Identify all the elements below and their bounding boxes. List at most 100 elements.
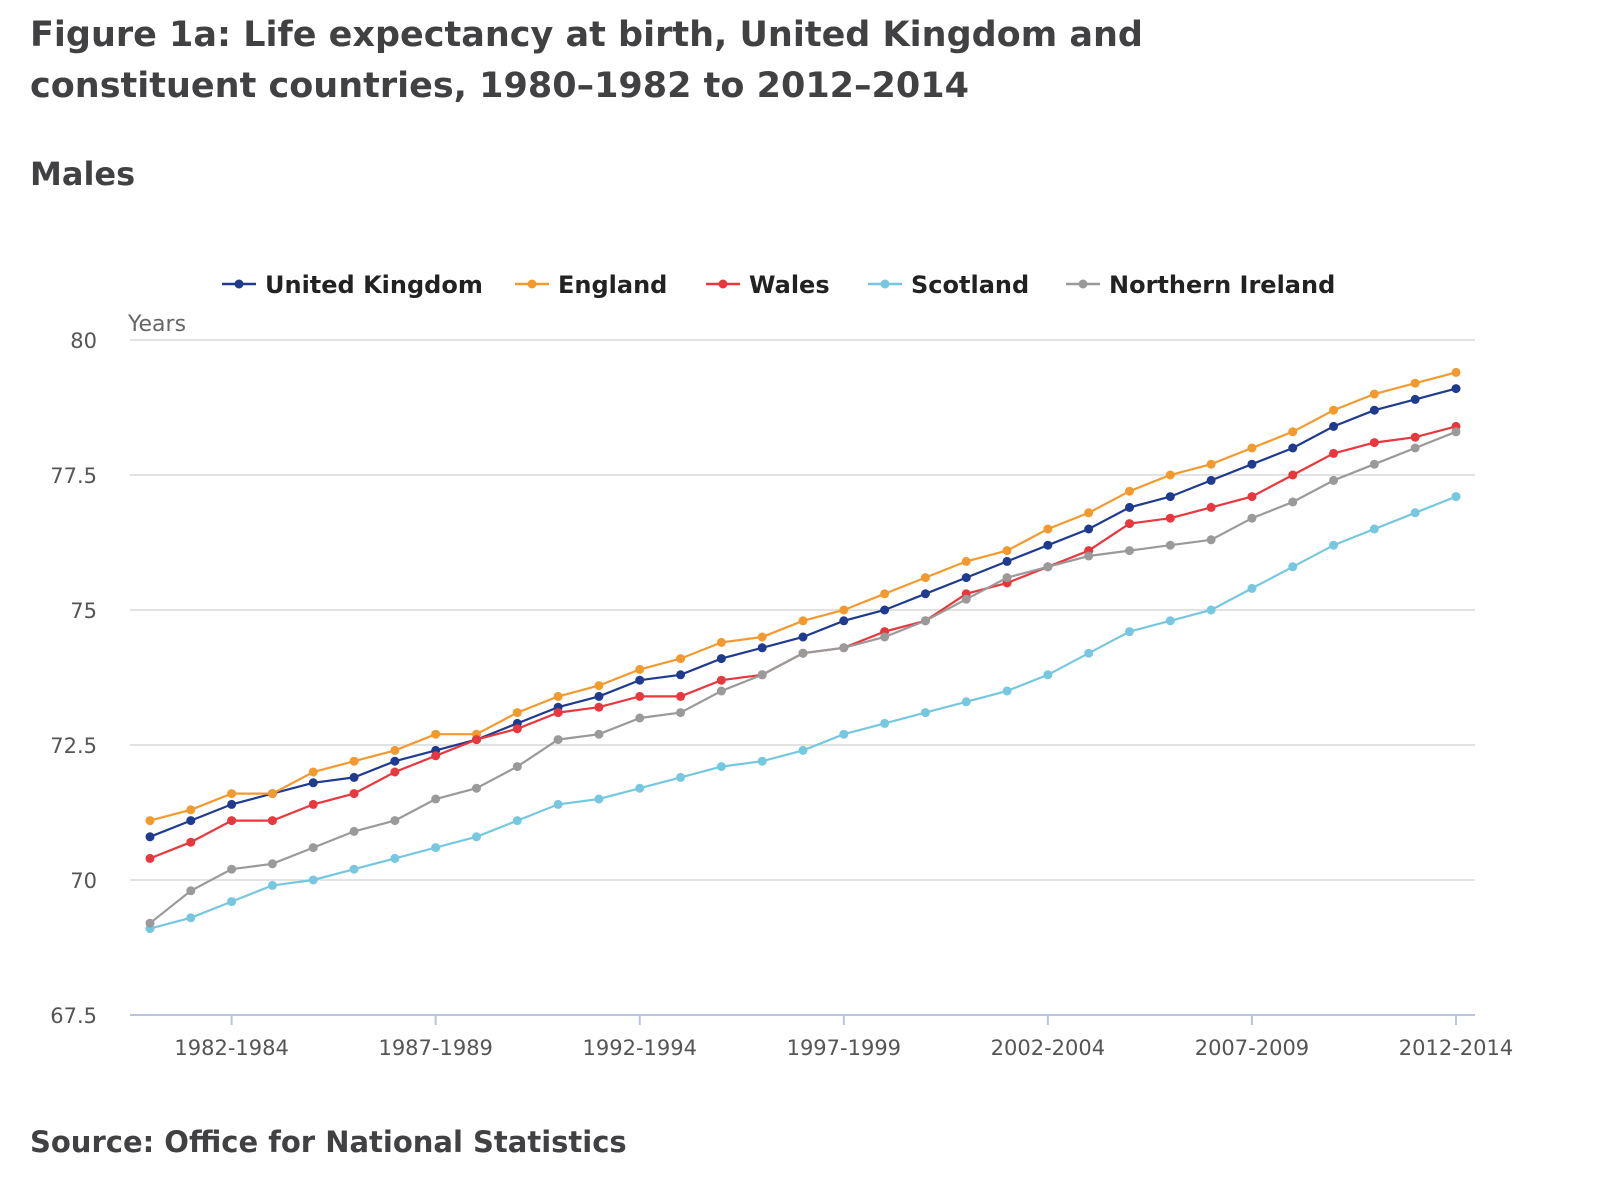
data-point-northern-ireland[interactable] bbox=[839, 643, 849, 653]
data-point-england[interactable] bbox=[757, 632, 767, 642]
data-point-united-kingdom[interactable] bbox=[227, 799, 237, 809]
data-point-scotland[interactable] bbox=[594, 794, 604, 804]
data-point-england[interactable] bbox=[308, 767, 318, 777]
data-point-scotland[interactable] bbox=[308, 875, 318, 885]
data-point-wales[interactable] bbox=[186, 837, 196, 847]
data-point-scotland[interactable] bbox=[1329, 540, 1339, 550]
data-point-united-kingdom[interactable] bbox=[961, 573, 971, 583]
data-point-england[interactable] bbox=[512, 708, 522, 718]
data-point-united-kingdom[interactable] bbox=[798, 632, 808, 642]
data-point-england[interactable] bbox=[920, 573, 930, 583]
data-point-scotland[interactable] bbox=[1288, 562, 1298, 572]
legend-item-northern-ireland[interactable]: Northern Ireland bbox=[1066, 271, 1335, 299]
data-point-england[interactable] bbox=[798, 616, 808, 626]
data-point-wales[interactable] bbox=[267, 816, 277, 826]
data-point-england[interactable] bbox=[267, 789, 277, 799]
data-point-wales[interactable] bbox=[1125, 519, 1134, 529]
data-point-scotland[interactable] bbox=[1165, 616, 1175, 626]
data-point-united-kingdom[interactable] bbox=[880, 605, 890, 615]
data-point-wales[interactable] bbox=[716, 675, 726, 685]
data-point-northern-ireland[interactable] bbox=[145, 918, 155, 928]
data-point-wales[interactable] bbox=[1410, 432, 1420, 442]
data-point-united-kingdom[interactable] bbox=[839, 616, 849, 626]
data-point-scotland[interactable] bbox=[920, 708, 930, 718]
data-point-united-kingdom[interactable] bbox=[390, 756, 400, 766]
data-point-northern-ireland[interactable] bbox=[1288, 497, 1298, 507]
data-point-scotland[interactable] bbox=[1451, 492, 1461, 502]
data-point-northern-ireland[interactable] bbox=[1125, 546, 1134, 556]
data-point-northern-ireland[interactable] bbox=[961, 594, 971, 604]
data-point-northern-ireland[interactable] bbox=[1084, 551, 1094, 561]
data-point-england[interactable] bbox=[1206, 459, 1216, 469]
data-point-wales[interactable] bbox=[472, 735, 481, 745]
data-point-northern-ireland[interactable] bbox=[1451, 427, 1461, 437]
data-point-england[interactable] bbox=[1369, 389, 1379, 399]
data-point-northern-ireland[interactable] bbox=[1247, 513, 1257, 523]
data-point-scotland[interactable] bbox=[431, 843, 441, 853]
data-point-northern-ireland[interactable] bbox=[635, 713, 645, 723]
data-point-scotland[interactable] bbox=[1206, 605, 1216, 615]
data-point-northern-ireland[interactable] bbox=[716, 686, 726, 696]
legend-item-united-kingdom[interactable]: United Kingdom bbox=[222, 271, 483, 299]
data-point-wales[interactable] bbox=[1288, 470, 1298, 480]
data-point-united-kingdom[interactable] bbox=[757, 643, 767, 653]
data-point-united-kingdom[interactable] bbox=[1410, 394, 1420, 404]
data-point-wales[interactable] bbox=[1369, 438, 1379, 448]
data-point-northern-ireland[interactable] bbox=[1369, 459, 1379, 469]
data-point-united-kingdom[interactable] bbox=[635, 675, 645, 685]
data-point-england[interactable] bbox=[635, 664, 645, 674]
data-point-england[interactable] bbox=[1043, 524, 1053, 534]
data-point-united-kingdom[interactable] bbox=[186, 816, 196, 826]
data-point-wales[interactable] bbox=[349, 789, 359, 799]
data-point-united-kingdom[interactable] bbox=[145, 832, 155, 842]
data-point-wales[interactable] bbox=[676, 691, 686, 701]
data-point-scotland[interactable] bbox=[716, 762, 726, 772]
data-point-england[interactable] bbox=[594, 681, 604, 691]
data-point-england[interactable] bbox=[186, 805, 196, 815]
data-point-northern-ireland[interactable] bbox=[1329, 475, 1339, 485]
data-point-scotland[interactable] bbox=[553, 799, 563, 809]
data-point-scotland[interactable] bbox=[635, 783, 645, 793]
data-point-northern-ireland[interactable] bbox=[676, 708, 686, 718]
data-point-northern-ireland[interactable] bbox=[594, 729, 604, 739]
data-point-united-kingdom[interactable] bbox=[1043, 540, 1053, 550]
data-point-scotland[interactable] bbox=[512, 816, 522, 826]
data-point-wales[interactable] bbox=[1165, 513, 1175, 523]
data-point-england[interactable] bbox=[145, 816, 155, 826]
data-point-united-kingdom[interactable] bbox=[1084, 524, 1094, 534]
data-point-scotland[interactable] bbox=[349, 864, 359, 874]
data-point-england[interactable] bbox=[1002, 546, 1012, 556]
data-point-northern-ireland[interactable] bbox=[1410, 443, 1420, 453]
data-point-scotland[interactable] bbox=[186, 913, 196, 923]
data-point-scotland[interactable] bbox=[1410, 508, 1420, 518]
data-point-wales[interactable] bbox=[553, 708, 563, 718]
data-point-northern-ireland[interactable] bbox=[920, 616, 930, 626]
data-point-wales[interactable] bbox=[594, 702, 604, 712]
data-point-england[interactable] bbox=[1329, 405, 1339, 415]
data-point-scotland[interactable] bbox=[267, 880, 277, 890]
data-point-scotland[interactable] bbox=[880, 718, 890, 728]
data-point-united-kingdom[interactable] bbox=[920, 589, 930, 599]
data-point-northern-ireland[interactable] bbox=[798, 648, 808, 658]
data-point-united-kingdom[interactable] bbox=[1165, 492, 1175, 502]
data-point-northern-ireland[interactable] bbox=[757, 670, 767, 680]
data-point-united-kingdom[interactable] bbox=[1247, 459, 1257, 469]
data-point-northern-ireland[interactable] bbox=[390, 816, 400, 826]
data-point-wales[interactable] bbox=[431, 751, 441, 761]
data-point-wales[interactable] bbox=[1206, 502, 1216, 512]
data-point-northern-ireland[interactable] bbox=[472, 783, 481, 793]
data-point-united-kingdom[interactable] bbox=[676, 670, 686, 680]
data-point-scotland[interactable] bbox=[1043, 670, 1053, 680]
data-point-england[interactable] bbox=[1247, 443, 1257, 453]
data-point-united-kingdom[interactable] bbox=[1002, 556, 1012, 566]
data-point-england[interactable] bbox=[1410, 378, 1420, 388]
data-point-england[interactable] bbox=[349, 756, 359, 766]
data-point-scotland[interactable] bbox=[839, 729, 849, 739]
data-point-united-kingdom[interactable] bbox=[1369, 405, 1379, 415]
data-point-northern-ireland[interactable] bbox=[1002, 573, 1012, 583]
data-point-northern-ireland[interactable] bbox=[267, 859, 277, 869]
data-point-wales[interactable] bbox=[390, 767, 400, 777]
data-point-england[interactable] bbox=[1084, 508, 1094, 518]
data-point-england[interactable] bbox=[716, 637, 726, 647]
data-point-england[interactable] bbox=[431, 729, 441, 739]
